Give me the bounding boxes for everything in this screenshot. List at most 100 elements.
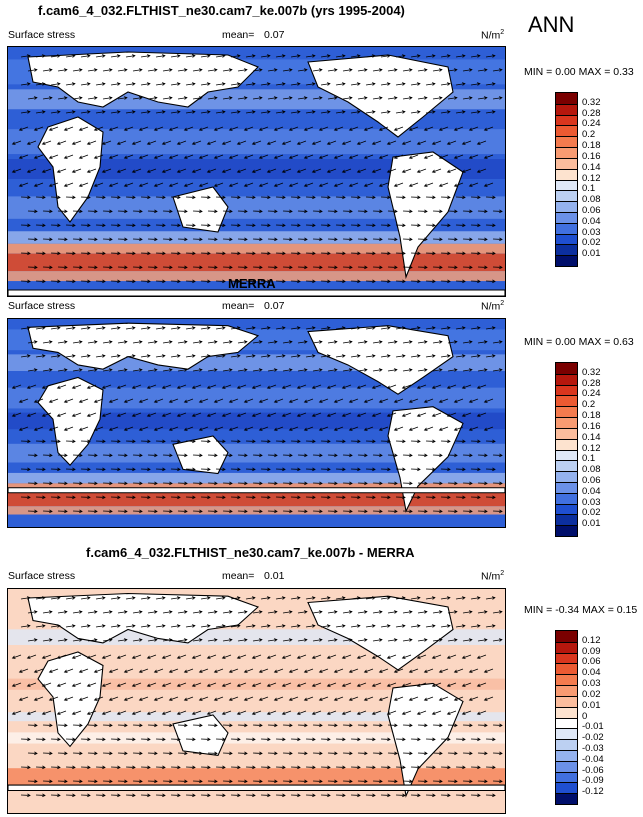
colorbar-swatch: [556, 514, 577, 526]
colorbar-tick-label: 0.18: [582, 140, 601, 152]
colorbar-tick-label: 0.04: [582, 485, 601, 497]
colorbar-tick-label: 0.01: [582, 518, 601, 530]
panel-1-mean-value: 0.07: [264, 29, 285, 41]
colorbar-swatch: [556, 749, 577, 761]
panel-1-variable: Surface stress: [8, 29, 76, 41]
colorbar-swatch: [556, 244, 577, 256]
colorbar-swatch: [556, 460, 577, 472]
colorbar-tick-label: 0.32: [582, 96, 601, 108]
panel-1-minmax: MIN = 0.00 MAX = 0.33: [524, 66, 634, 78]
colorbar-tick-label: -0.04: [582, 753, 604, 765]
colorbar-swatch: [556, 114, 577, 126]
colorbar-tick-label: 0.1: [582, 183, 596, 195]
colorbar-tick-label: 0.2: [582, 129, 596, 141]
panel-3-map: [7, 588, 506, 814]
colorbar-tick-label: 0.04: [582, 215, 601, 227]
panel-3-mean-label: mean=: [222, 570, 255, 582]
panel-2-variable: Surface stress: [8, 300, 76, 312]
colorbar-swatch: [556, 760, 577, 772]
colorbar-tick-label: 0.04: [582, 667, 601, 679]
colorbar-swatch: [556, 525, 577, 536]
colorbar-tick-label: 0.02: [582, 688, 601, 700]
panel-1-units: N/m2: [481, 29, 505, 42]
panel-3-variable: Surface stress: [8, 570, 76, 582]
colorbar-swatch: [556, 255, 577, 266]
colorbar-tick-label: 0.08: [582, 194, 601, 206]
colorbar-swatch: [556, 652, 577, 664]
colorbar-swatch: [556, 771, 577, 783]
colorbar-swatch: [556, 211, 577, 223]
colorbar-tick-label: 0.24: [582, 388, 601, 400]
colorbar-tick-label: 0.01: [582, 699, 601, 711]
colorbar-swatch: [556, 481, 577, 493]
colorbar-tick-label: 0.02: [582, 237, 601, 249]
colorbar-swatch: [556, 492, 577, 504]
colorbar-tick-label: 0.06: [582, 656, 601, 668]
colorbar-swatch: [556, 449, 577, 461]
colorbar-swatch: [556, 471, 577, 482]
colorbar-swatch: [556, 93, 577, 104]
colorbar-tick-label: 0: [582, 710, 588, 722]
colorbar-swatch: [556, 233, 577, 245]
colorbar-swatch: [556, 417, 577, 428]
colorbar-swatch: [556, 363, 577, 374]
colorbar-swatch: [556, 503, 577, 515]
colorbar-swatch: [556, 717, 577, 729]
colorbar-tick-label: 0.06: [582, 204, 601, 216]
colorbar-swatch: [556, 395, 577, 407]
colorbar-tick-label: 0.1: [582, 453, 596, 465]
panel-2-map: [7, 318, 506, 528]
colorbar-tick-label: 0.03: [582, 496, 601, 508]
colorbar-tick-label: 0.24: [582, 118, 601, 130]
panel-1-mean-label: mean=: [222, 29, 255, 41]
colorbar-tick-label: 0.14: [582, 431, 601, 443]
colorbar-tick-label: 0.01: [582, 248, 601, 260]
panel-3-mean-value: 0.01: [264, 570, 285, 582]
colorbar-tick-label: -0.02: [582, 732, 604, 744]
panel-1-map: [7, 46, 506, 297]
colorbar-tick-label: 0.03: [582, 678, 601, 690]
colorbar-tick-label: -0.06: [582, 764, 604, 776]
colorbar-tick-label: 0.03: [582, 226, 601, 238]
colorbar-tick-label: 0.06: [582, 474, 601, 486]
colorbar-tick-label: 0.12: [582, 172, 601, 184]
colorbar-swatch: [556, 147, 577, 158]
panel-1-colorbar: [555, 92, 578, 267]
colorbar-swatch: [556, 168, 577, 180]
colorbar-swatch: [556, 695, 577, 707]
colorbar-tick-label: 0.09: [582, 645, 601, 657]
colorbar-tick-label: 0.08: [582, 464, 601, 476]
colorbar-tick-label: -0.03: [582, 742, 604, 754]
colorbar-swatch: [556, 157, 577, 169]
colorbar-tick-label: 0.16: [582, 420, 601, 432]
colorbar-swatch: [556, 136, 577, 148]
colorbar-swatch: [556, 406, 577, 418]
colorbar-swatch: [556, 641, 577, 653]
colorbar-tick-label: -0.01: [582, 721, 604, 733]
panel-2-mean-label: mean=: [222, 300, 255, 312]
colorbar-swatch: [556, 373, 577, 385]
colorbar-swatch: [556, 631, 577, 642]
colorbar-tick-label: -0.09: [582, 775, 604, 787]
colorbar-swatch: [556, 384, 577, 396]
panel-2-colorbar: [555, 362, 578, 537]
colorbar-swatch: [556, 706, 577, 718]
panel-3-title: f.cam6_4_032.FLTHIST_ne30.cam7_ke.007b -…: [86, 545, 415, 560]
colorbar-swatch: [556, 739, 577, 750]
colorbar-tick-label: 0.18: [582, 410, 601, 422]
colorbar-tick-label: 0.12: [582, 634, 601, 646]
colorbar-tick-label: 0.32: [582, 366, 601, 378]
panel-3-units: N/m2: [481, 570, 505, 583]
panel-3-minmax: MIN = -0.34 MAX = 0.15: [524, 604, 638, 616]
colorbar-swatch: [556, 427, 577, 439]
colorbar-tick-label: 0.28: [582, 377, 601, 389]
season-label: ANN: [528, 12, 575, 37]
colorbar-swatch: [556, 179, 577, 191]
panel-2-title: MERRA: [228, 276, 276, 291]
colorbar-swatch: [556, 782, 577, 794]
colorbar-tick-label: -0.12: [582, 786, 604, 798]
colorbar-tick-label: 0.12: [582, 442, 601, 454]
panel-2-minmax: MIN = 0.00 MAX = 0.63: [524, 336, 634, 348]
panel-3-colorbar: [555, 630, 578, 805]
panel-2-units: N/m2: [481, 300, 505, 313]
